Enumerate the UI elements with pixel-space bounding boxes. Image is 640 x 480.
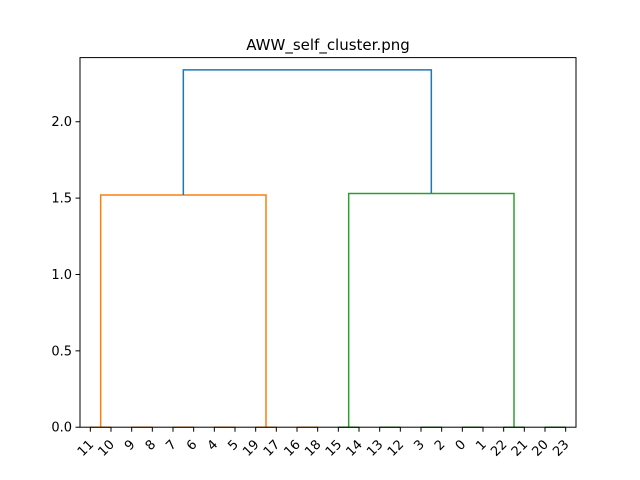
leaf-label: 10: [96, 437, 118, 459]
leaf-label: 5: [225, 437, 241, 453]
dendrogram-link-13: [347, 192, 515, 428]
leaf-label: 18: [302, 437, 324, 459]
leaf-label: 0: [453, 437, 469, 453]
y-tick-label: 2.0: [51, 115, 72, 130]
leaf-label: 19: [240, 437, 262, 459]
leaf-label: 20: [530, 437, 552, 459]
leaf-label: 22: [488, 437, 510, 459]
leaf-label: 7: [163, 437, 179, 453]
leaf-label: 23: [550, 437, 572, 459]
leaf-label: 15: [323, 437, 345, 459]
y-tick-label: 0.5: [51, 344, 72, 359]
y-tick-label: 0.0: [51, 421, 72, 436]
leaf-label: 8: [143, 437, 159, 453]
dendrogram-link-6: [99, 194, 267, 428]
y-axis: 0.0 0.5 1.0 1.5 2.0: [51, 115, 80, 436]
leaf-label: 4: [205, 437, 221, 453]
leaf-label: 16: [282, 437, 304, 459]
leaf-label: 9: [122, 437, 138, 453]
leaf-label: 2: [432, 437, 448, 453]
leaf-label: 13: [364, 437, 386, 459]
plot-frame: [79, 57, 577, 428]
leaf-label: 3: [411, 437, 427, 453]
leaf-label: 14: [344, 437, 366, 459]
chart-title: AWW_self_cluster.png: [246, 36, 410, 55]
leaf-label: 6: [184, 437, 200, 453]
dendrogram-link-14: [182, 69, 433, 196]
y-tick-label: 1.5: [51, 192, 72, 207]
leaf-label: 12: [385, 437, 407, 459]
leaf-label: 17: [261, 437, 283, 459]
dendrogram-links: [90, 69, 566, 428]
leaf-label: 21: [509, 437, 531, 459]
leaf-label: 11: [75, 437, 97, 459]
leaf-label: 1: [473, 437, 489, 453]
y-tick-label: 1.0: [51, 268, 72, 283]
